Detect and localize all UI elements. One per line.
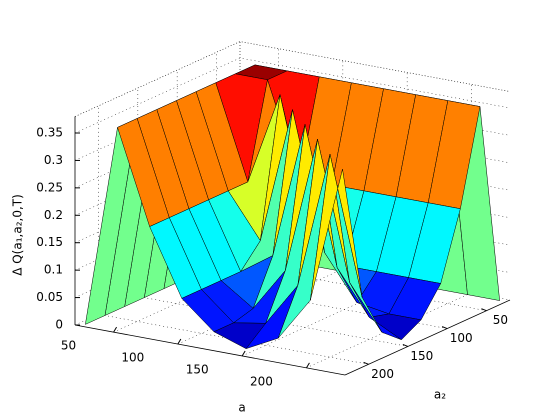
x-tick-label: 100 (121, 351, 144, 365)
surface-patch (310, 154, 363, 301)
x-tick-label: 150 (186, 362, 209, 376)
y-tick-label: 50 (493, 313, 508, 327)
y-axis-label: a₂ (434, 388, 446, 402)
z-axis-label: Δ Q(a₁,a₂,0,T) (11, 194, 25, 276)
z-tick-label: 0.35 (36, 126, 63, 140)
z-tick-label: 0.3 (44, 153, 63, 167)
axis-line (344, 299, 511, 376)
y-tick (481, 308, 487, 312)
z-tick-label: 0.2 (44, 208, 63, 222)
box-edge (74, 41, 511, 117)
y-tick (402, 343, 409, 347)
x-tick (177, 338, 182, 345)
z-tick-label: 0.15 (36, 235, 63, 249)
x-tick (305, 362, 310, 369)
y-tick-label: 200 (371, 367, 394, 381)
z-tick-label: 0.05 (36, 290, 63, 304)
x-axis-label: a (238, 401, 245, 415)
axis-line (74, 324, 346, 376)
y-tick-label: 150 (410, 349, 433, 363)
x-tick-label: 200 (250, 374, 273, 388)
z-tick-label: 0.25 (36, 180, 63, 194)
grid-line (74, 57, 511, 134)
y-tick-label: 100 (450, 331, 473, 345)
x-tick (113, 326, 118, 333)
y-tick (363, 361, 369, 365)
x-tick-label: 50 (61, 339, 76, 353)
x-tick (241, 350, 246, 357)
z-tick-label: 0 (55, 318, 63, 332)
z-tick-label: 0.1 (44, 263, 63, 277)
y-tick (441, 326, 448, 330)
